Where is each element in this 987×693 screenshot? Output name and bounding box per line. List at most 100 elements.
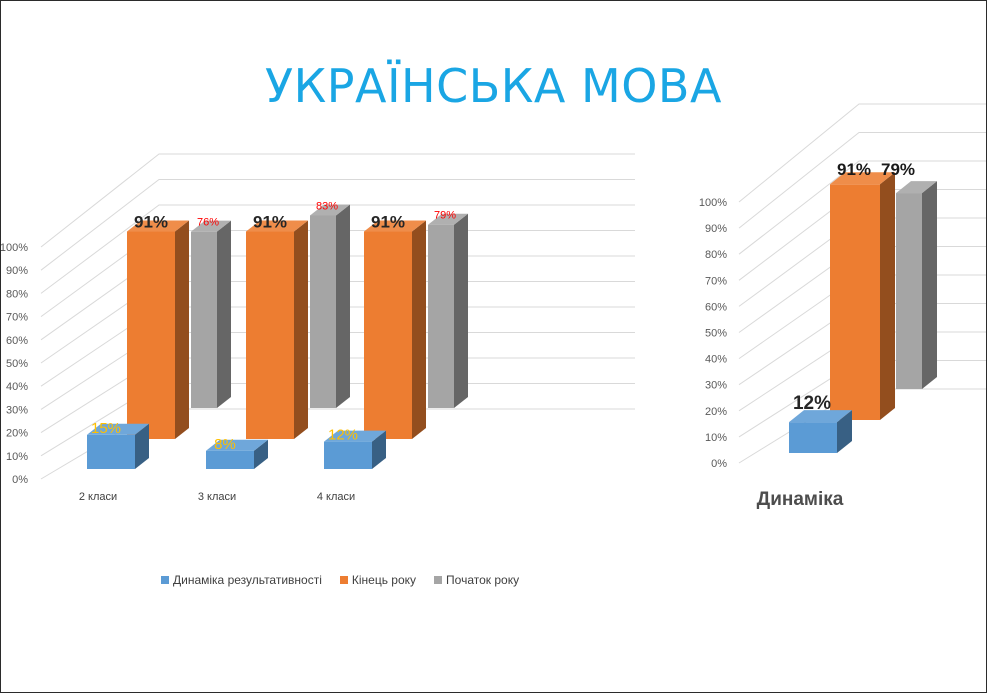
bar-start-front: [896, 193, 922, 389]
legend-label-start: Початок року: [446, 573, 520, 587]
data-label-start: 79%: [881, 160, 915, 179]
bar-start-front: [191, 231, 217, 408]
y-tick-label: 30%: [6, 404, 28, 416]
gridline: [40, 153, 635, 248]
legend-swatch-dynamics: [161, 576, 169, 584]
bar-start: [428, 213, 468, 408]
legend-label-end: Кінець року: [351, 573, 417, 587]
bar-end-side: [294, 220, 308, 439]
y-tick-label: 40%: [705, 354, 727, 366]
data-label-dynamics: 15%: [91, 420, 121, 437]
bar-dynamics: [206, 439, 268, 469]
bar-dynamics-side: [135, 423, 149, 469]
data-label-dynamics: 8%: [214, 436, 236, 453]
legend-label-dynamics: Динаміка результативності: [173, 573, 322, 587]
gridline: [738, 103, 986, 203]
bar-end-top: [246, 220, 308, 232]
y-tick-label: 80%: [705, 249, 727, 261]
bar-end-front: [364, 231, 412, 439]
y-tick-label: 100%: [699, 197, 727, 209]
gridline: [40, 204, 635, 294]
data-label-start: 76%: [197, 217, 219, 229]
bar-end: [830, 172, 895, 420]
chart-classes: 0% 10% 20% 30% 40% 50% 60% 70% 80% 90% 100% 15% 91% 7…: [1, 153, 635, 503]
data-label-end: 91%: [837, 160, 871, 179]
bar-end-front: [246, 231, 294, 439]
legend-item-start: Початок року: [434, 573, 519, 587]
bar-dynamics-front: [206, 450, 254, 469]
y-tick-label: 20%: [6, 428, 28, 440]
bar-end-top: [830, 172, 895, 185]
gridline: [738, 160, 986, 255]
legend-item-end: Кінець року: [339, 573, 417, 587]
bar-dynamics-top: [87, 423, 149, 435]
data-label-end: 91%: [253, 213, 287, 232]
y-tick-label: 10%: [705, 432, 727, 444]
y-tick-label: 50%: [6, 358, 28, 370]
y-tick-label: 90%: [705, 223, 727, 235]
bar-start-top: [428, 213, 468, 225]
x-tick-label: Динаміка: [757, 489, 844, 510]
gridline: [738, 132, 986, 229]
y-tick-label: 90%: [6, 265, 28, 277]
data-label-start: 83%: [316, 200, 338, 212]
x-tick-label: 3 класи: [198, 491, 236, 503]
y-tick-label: 50%: [705, 328, 727, 340]
legend-swatch-end: [339, 576, 348, 584]
data-label-dynamics: 12%: [793, 393, 831, 414]
bar-start: [310, 204, 350, 408]
y-tick-label: 60%: [6, 335, 28, 347]
bar-dynamics: [87, 423, 149, 469]
bar-end: [246, 220, 308, 439]
gridline: [40, 179, 635, 271]
bar-end-top: [127, 220, 189, 232]
y-tick-label: 0%: [711, 458, 727, 470]
bar-end: [127, 220, 189, 439]
y-tick-label: 70%: [6, 312, 28, 324]
bar-end-side: [880, 172, 895, 420]
y-tick-label: 40%: [6, 381, 28, 393]
bar-dynamics-front: [789, 422, 837, 453]
bar-start-side: [454, 213, 468, 408]
legend-swatch-start: [434, 576, 443, 584]
data-label-end: 91%: [134, 213, 168, 232]
bar-dynamics-side: [372, 430, 386, 469]
page-title: УКРАЇНСЬКА МОВА: [265, 59, 722, 113]
bar-start-top: [896, 181, 937, 194]
bar-dynamics-front: [324, 441, 372, 469]
bar-start-top: [310, 204, 350, 216]
bar-dynamics-top: [789, 410, 852, 423]
y-tick-label: 60%: [705, 301, 727, 313]
bar-dynamics-top: [324, 430, 386, 442]
chart-dynamics: 0% 10% 20% 30% 40% 50% 60% 70% 80% 90% 100% 12% 91% 7…: [699, 103, 986, 510]
bar-start: [896, 181, 937, 389]
y-tick-label: 80%: [6, 288, 28, 300]
data-label-start: 79%: [434, 210, 456, 222]
x-tick-label: 2 класи: [79, 491, 117, 503]
bar-start-top: [191, 220, 231, 232]
bar-dynamics-side: [254, 439, 268, 469]
legend: Динаміка результативності Кінець року По…: [161, 573, 519, 587]
bar-dynamics-front: [87, 434, 135, 469]
bar-start-side: [922, 181, 937, 389]
bar-dynamics: [324, 430, 386, 469]
y-tick-label: 0%: [12, 474, 28, 486]
bar-end: [364, 220, 426, 439]
bar-start: [191, 220, 231, 408]
bar-start-front: [310, 215, 336, 408]
bar-end-top: [364, 220, 426, 232]
bar-dynamics: [789, 410, 852, 453]
data-label-end: 91%: [371, 213, 405, 232]
bar-end-front: [830, 184, 880, 420]
bar-dynamics-top: [206, 439, 268, 451]
legend-item-dynamics: Динаміка результативності: [161, 573, 322, 587]
bar-end-side: [412, 220, 426, 439]
y-tick-label: 30%: [705, 380, 727, 392]
bar-end-side: [175, 220, 189, 439]
bar-start-front: [428, 224, 454, 408]
bar-start-side: [217, 220, 231, 408]
y-tick-label: 10%: [6, 451, 28, 463]
bar-dynamics-side: [837, 410, 852, 453]
